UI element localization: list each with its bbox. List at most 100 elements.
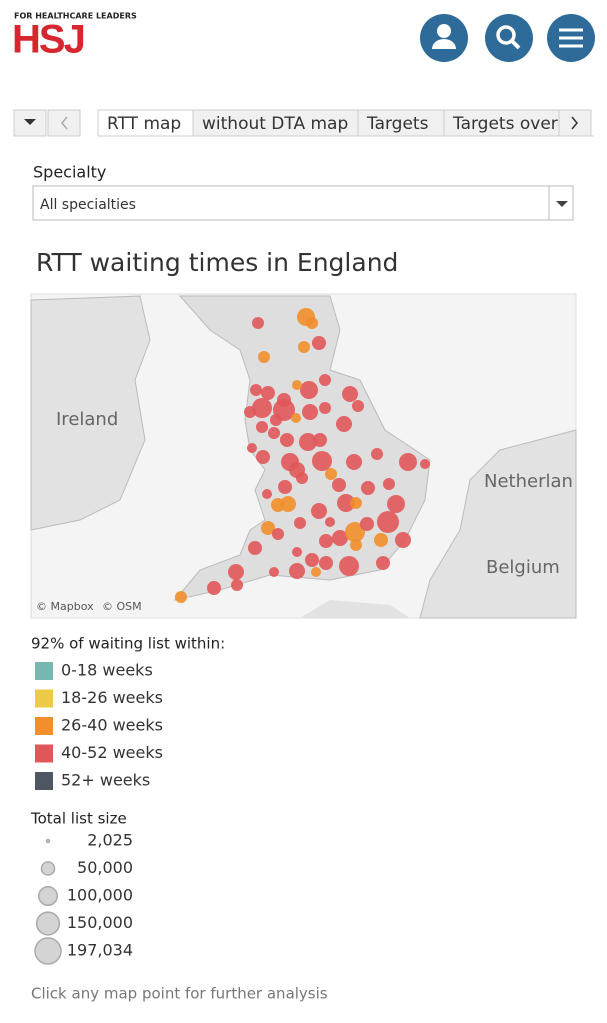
map-point[interactable] (175, 591, 187, 603)
filter-dropdown[interactable] (32, 185, 574, 221)
map-point[interactable] (269, 567, 279, 577)
map-point[interactable] (248, 541, 262, 555)
map-point[interactable] (352, 400, 364, 412)
map-point[interactable] (346, 454, 362, 470)
map-point[interactable] (298, 341, 310, 353)
map-point[interactable] (336, 416, 352, 432)
map-point[interactable] (395, 532, 411, 548)
map-point[interactable] (312, 336, 326, 350)
map-point[interactable] (332, 530, 348, 546)
filter-label: Specialty (33, 163, 106, 182)
map-point[interactable] (360, 517, 374, 531)
legend-swatch (35, 689, 53, 708)
map-point[interactable] (252, 317, 264, 329)
map-point[interactable] (300, 381, 318, 399)
map-point[interactable] (268, 427, 280, 439)
map-point[interactable] (361, 481, 375, 495)
map-point[interactable] (247, 443, 257, 453)
map-point[interactable] (311, 567, 321, 577)
map-point[interactable] (256, 450, 270, 464)
map-point[interactable] (376, 556, 390, 570)
map-point[interactable] (294, 517, 306, 529)
map-point[interactable] (228, 564, 244, 580)
map-point[interactable] (258, 351, 270, 363)
map-point[interactable] (325, 468, 337, 480)
map-point[interactable] (399, 453, 417, 471)
map-point[interactable] (299, 433, 317, 451)
map-point[interactable] (289, 563, 305, 579)
map-point[interactable] (292, 547, 302, 557)
map-point[interactable] (342, 386, 358, 402)
map-point[interactable] (350, 539, 362, 551)
legend-label: 0-18 weeks (61, 661, 153, 680)
tab[interactable] (443, 109, 560, 137)
map-point[interactable] (345, 522, 365, 542)
map-point[interactable] (291, 413, 301, 423)
legend-size-mark (40, 861, 56, 876)
map-point[interactable] (256, 421, 268, 433)
map-point[interactable] (262, 489, 272, 499)
legend-size-label: 2,025 (87, 831, 133, 850)
map-credit: © Mapbox (36, 600, 94, 613)
map-point[interactable] (319, 374, 331, 386)
tab-label: Targets (366, 114, 429, 134)
legend-swatch (35, 744, 53, 763)
map-point[interactable] (319, 402, 331, 414)
map-point[interactable] (270, 414, 282, 426)
map-point[interactable] (311, 503, 327, 519)
map-point[interactable] (377, 511, 399, 533)
menu-button[interactable] (547, 14, 595, 62)
map-point[interactable] (337, 494, 355, 512)
map-point[interactable] (319, 534, 333, 548)
map-point[interactable] (312, 451, 332, 471)
map-point[interactable] (250, 384, 262, 396)
legend-swatch (35, 772, 53, 790)
legend-size-mark (35, 911, 61, 936)
legend-title: Total list size (30, 810, 127, 828)
filter-value: All specialties (40, 197, 136, 213)
map-point[interactable] (261, 386, 275, 400)
legend-size-label: 50,000 (77, 858, 133, 877)
map-point[interactable] (207, 581, 221, 595)
map-point[interactable] (271, 498, 285, 512)
tab-label: Targets over (452, 114, 558, 134)
map-point[interactable] (374, 533, 388, 547)
tab[interactable] (192, 109, 359, 137)
tab[interactable] (97, 109, 194, 137)
map-point[interactable] (302, 404, 318, 420)
map-point[interactable] (278, 480, 292, 494)
map-point[interactable] (252, 398, 272, 418)
legend-title: 92% of waiting list within: (31, 635, 225, 653)
map-point[interactable] (244, 406, 256, 418)
chart-title: RTT waiting times in England (36, 248, 398, 277)
map-point[interactable] (325, 517, 335, 527)
logo[interactable]: HSJ (12, 18, 86, 62)
legend-label: 52+ weeks (61, 771, 150, 790)
map-point[interactable] (383, 478, 395, 490)
map-point[interactable] (280, 433, 294, 447)
map-point[interactable] (350, 497, 362, 509)
map-point[interactable] (332, 478, 346, 492)
map-point[interactable] (306, 317, 318, 329)
account-button[interactable] (420, 14, 468, 62)
map-point[interactable] (296, 472, 308, 484)
map-point[interactable] (339, 556, 359, 576)
map-point[interactable] (371, 448, 383, 460)
map-point[interactable] (313, 433, 327, 447)
tab[interactable] (357, 109, 445, 137)
map-point[interactable] (231, 579, 243, 591)
map-point[interactable] (305, 553, 319, 567)
map-point[interactable] (420, 459, 430, 469)
map-label: Belgium (486, 557, 560, 578)
map-point[interactable] (387, 495, 405, 513)
legend-swatch (35, 717, 53, 735)
legend-size-mark (45, 838, 51, 844)
map-point[interactable] (272, 528, 284, 540)
legend-size-label: 150,000 (67, 913, 133, 932)
search-button[interactable] (485, 14, 533, 62)
map-point[interactable] (319, 556, 333, 570)
map-point[interactable] (261, 521, 275, 535)
map-point[interactable] (292, 380, 302, 390)
legend-label: 26-40 weeks (61, 716, 163, 735)
